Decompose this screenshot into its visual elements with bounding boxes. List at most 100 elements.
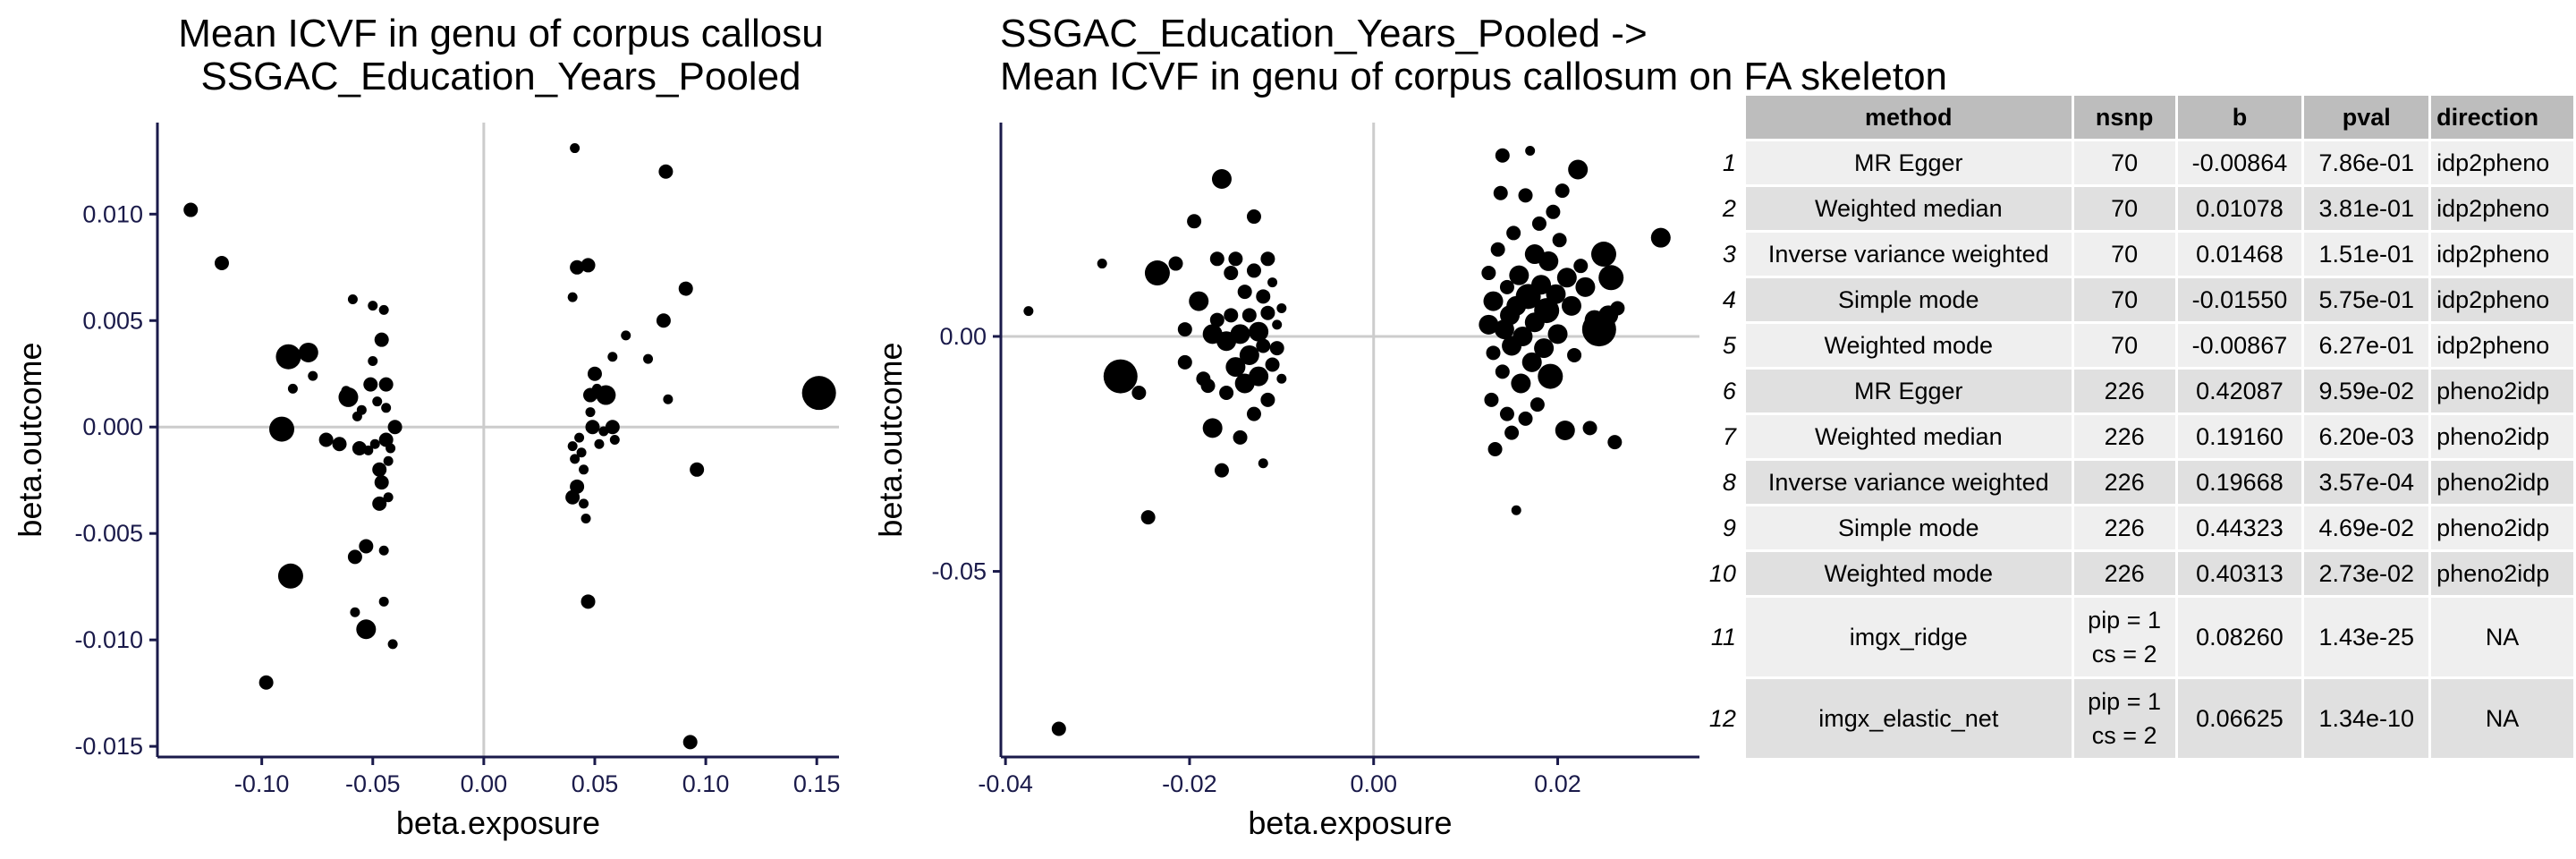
scatter-point xyxy=(1097,259,1107,269)
cell-nsnp-line: cs = 2 xyxy=(2091,641,2157,668)
table-row: 6 MR Egger 226 0.42087 9.59e-02 pheno2idp xyxy=(1702,370,2573,412)
scatter-point xyxy=(378,596,389,607)
cell-direction: idp2pheno xyxy=(2431,278,2573,321)
scatter-point xyxy=(1246,263,1261,278)
scatter-point xyxy=(1103,359,1138,394)
scatter-point xyxy=(570,259,585,275)
scatter-point xyxy=(1495,364,1510,379)
scatter-point xyxy=(1249,321,1269,342)
cell-direction: NA xyxy=(2431,598,2573,676)
y-tick-label: -0.05 xyxy=(931,558,987,585)
scatter-point xyxy=(1276,373,1287,384)
scatter-point xyxy=(386,443,396,454)
cell-b: 0.01468 xyxy=(2177,233,2302,276)
scatter-point xyxy=(387,420,402,435)
scatter-point xyxy=(1214,463,1229,478)
scatter-point xyxy=(1556,268,1577,288)
scatter-point xyxy=(1230,324,1250,344)
scatter-point xyxy=(383,455,394,466)
x-tick-label: -0.10 xyxy=(234,770,290,797)
cell-nsnp: 70 xyxy=(2073,233,2175,276)
scatter-point xyxy=(579,498,589,509)
scatter-point xyxy=(347,549,362,565)
cell-method: Weighted mode xyxy=(1745,324,2072,367)
cell-direction: idp2pheno xyxy=(2431,187,2573,230)
cell-nsnp: 226 xyxy=(2073,370,2175,412)
cell-pval: 2.73e-02 xyxy=(2304,552,2429,595)
row-index: 9 xyxy=(1722,514,1736,541)
scatter-point xyxy=(363,377,378,392)
scatter-point xyxy=(1483,291,1504,311)
row-index: 1 xyxy=(1722,149,1736,176)
scatter-point xyxy=(570,479,585,494)
table-row: 2 Weighted median 70 0.01078 3.81e-01 idp2phe… xyxy=(1702,187,2573,230)
cell-pval: 3.81e-01 xyxy=(2304,187,2429,230)
y-tick-label: 0.010 xyxy=(82,200,143,227)
scatter-point xyxy=(1552,233,1567,248)
scatter-point xyxy=(383,492,394,503)
cell-b: 0.40313 xyxy=(2177,552,2302,595)
scatter-point xyxy=(387,639,398,650)
scatter-point xyxy=(585,407,596,418)
cell-b: 0.19668 xyxy=(2177,461,2302,504)
scatter-point xyxy=(1260,251,1275,267)
scatter-point xyxy=(576,447,587,458)
scatter-point xyxy=(658,164,674,179)
x-tick-label: 0.10 xyxy=(682,770,730,797)
scatter-point xyxy=(682,735,698,750)
cell-nsnp: 70 xyxy=(2073,187,2175,230)
row-index: 2 xyxy=(1722,194,1736,222)
header-method: method xyxy=(1745,96,2072,139)
chart-title-line: Mean ICVF in genu of corpus callosum on … xyxy=(1000,55,1947,98)
scatter-point xyxy=(318,432,334,447)
scatter-point xyxy=(1224,266,1239,281)
scatter-point xyxy=(1568,159,1589,180)
x-tick-label: 0.00 xyxy=(461,770,508,797)
cell-pval: 3.57e-04 xyxy=(2304,461,2429,504)
scatter-point xyxy=(656,313,671,328)
scatter-point xyxy=(678,281,693,296)
cell-direction: pheno2idp xyxy=(2431,552,2573,595)
scatter-point xyxy=(378,377,394,392)
scatter-point xyxy=(368,355,378,366)
table-row: 12 imgx_elastic_net pip = 1 cs = 2 0.06625 1.… xyxy=(1702,679,2573,758)
scatter-point xyxy=(643,353,654,364)
scatter-point xyxy=(308,370,318,381)
scatter-point xyxy=(1256,338,1271,353)
scatter-point xyxy=(350,607,360,617)
chart-title-line: SSGAC_Education_Years_Pooled -> xyxy=(1000,12,1648,55)
row-index: 3 xyxy=(1722,240,1736,268)
scatter-point xyxy=(580,514,591,524)
table-header-row: method nsnp b pval direction xyxy=(1702,96,2573,139)
cell-nsnp: 70 xyxy=(2073,278,2175,321)
scatter-point xyxy=(1575,276,1596,297)
cell-nsnp: 226 xyxy=(2073,415,2175,458)
cell-direction: NA xyxy=(2431,679,2573,758)
scatter-point xyxy=(1140,510,1156,525)
cell-b: 0.19160 xyxy=(2177,415,2302,458)
cell-direction: pheno2idp xyxy=(2431,415,2573,458)
cell-pval: 1.43e-25 xyxy=(2304,598,2429,676)
cell-pval: 1.51e-01 xyxy=(2304,233,2429,276)
table-row: 8 Inverse variance weighted 226 0.19668 3.57… xyxy=(1702,461,2573,504)
scatter-point xyxy=(1177,354,1192,370)
scatter-point xyxy=(1521,352,1542,372)
scatter-point xyxy=(1530,397,1545,412)
scatter-point xyxy=(567,292,578,302)
scatter-point xyxy=(1534,338,1555,359)
scatter-point xyxy=(1511,505,1521,515)
row-index: 4 xyxy=(1722,285,1736,313)
cell-nsnp: pip = 1 cs = 2 xyxy=(2073,679,2175,758)
scatter-point xyxy=(1219,385,1234,400)
scatter-point xyxy=(183,202,199,217)
scatter-point xyxy=(369,438,380,449)
chart-title-line: Mean ICVF in genu of corpus callosu xyxy=(178,12,824,55)
scatter-point xyxy=(609,435,620,445)
chart-title-line: SSGAC_Education_Years_Pooled xyxy=(200,55,801,98)
scatter-point xyxy=(374,332,389,347)
scatter-point xyxy=(1237,285,1252,300)
scatter-point xyxy=(1607,435,1623,450)
x-tick-label: -0.04 xyxy=(978,770,1033,797)
scatter-point xyxy=(570,454,580,464)
